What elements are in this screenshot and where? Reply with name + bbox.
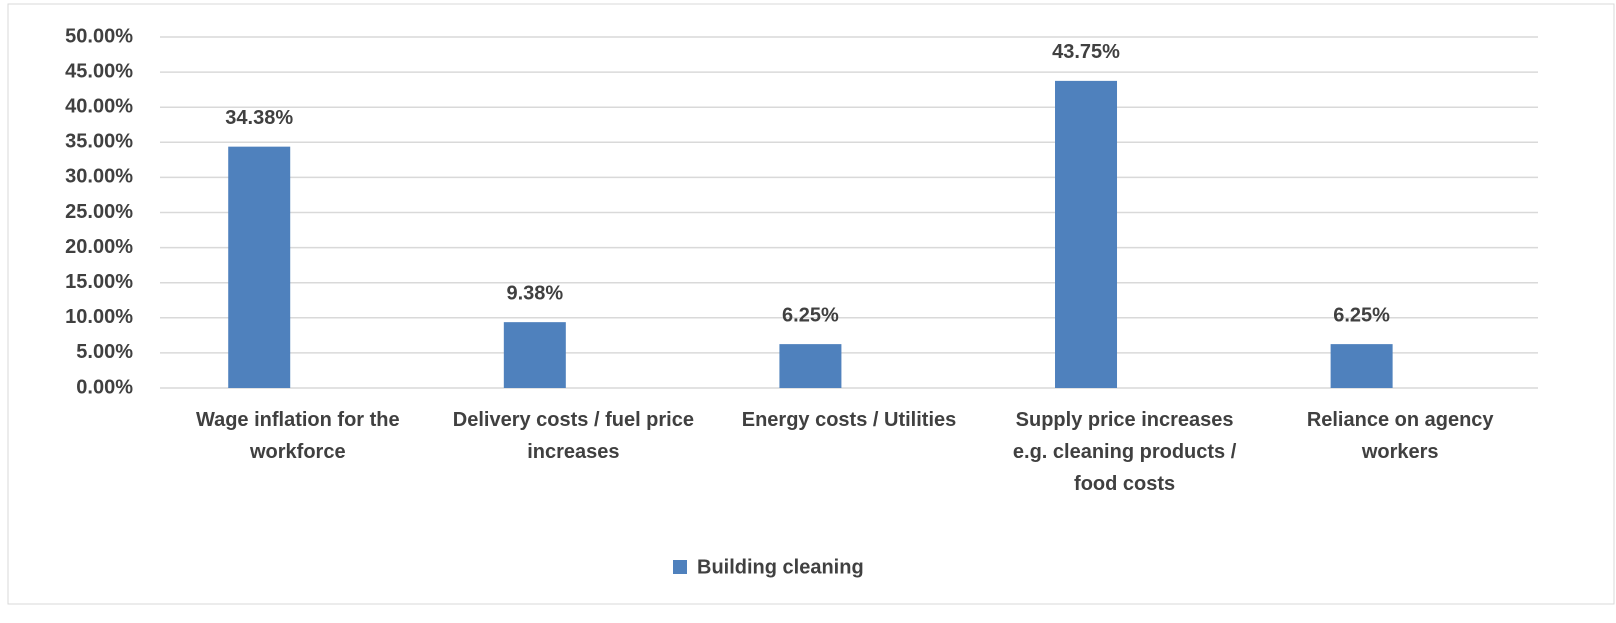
x-tick-label: Reliance on agency workers <box>1306 409 1494 463</box>
data-label: 34.38% <box>225 107 293 129</box>
bar <box>1055 80 1118 388</box>
y-tick-label: 5.00% <box>76 341 133 363</box>
x-tick-label: Delivery costs / fuel price increases <box>452 409 694 463</box>
y-tick-label: 0.00% <box>76 376 133 398</box>
bar <box>228 146 291 388</box>
bar <box>503 322 566 388</box>
data-label: 6.25% <box>1333 304 1390 326</box>
legend-swatch <box>673 560 687 574</box>
data-label: 9.38% <box>506 282 563 304</box>
y-tick-label: 10.00% <box>65 306 133 328</box>
legend-label: Building cleaning <box>697 556 864 578</box>
y-tick-label: 50.00% <box>65 25 133 47</box>
y-tick-label: 35.00% <box>65 131 133 153</box>
x-tick-label: Supply price increases e.g. cleaning pro… <box>1012 409 1237 495</box>
y-tick-label: 25.00% <box>65 201 133 223</box>
y-tick-label: 20.00% <box>65 236 133 258</box>
bar <box>1330 344 1393 388</box>
y-tick-label: 40.00% <box>65 95 133 117</box>
x-tick-label: Wage inflation for the workforce <box>195 409 400 463</box>
data-label: 43.75% <box>1052 41 1120 63</box>
y-tick-label: 15.00% <box>65 271 133 293</box>
y-tick-label: 30.00% <box>65 166 133 188</box>
chart-border <box>7 3 1615 605</box>
bar <box>779 344 842 388</box>
data-label: 6.25% <box>782 304 839 326</box>
y-tick-label: 45.00% <box>65 60 133 82</box>
x-tick-label: Energy costs / Utilities <box>741 409 957 431</box>
